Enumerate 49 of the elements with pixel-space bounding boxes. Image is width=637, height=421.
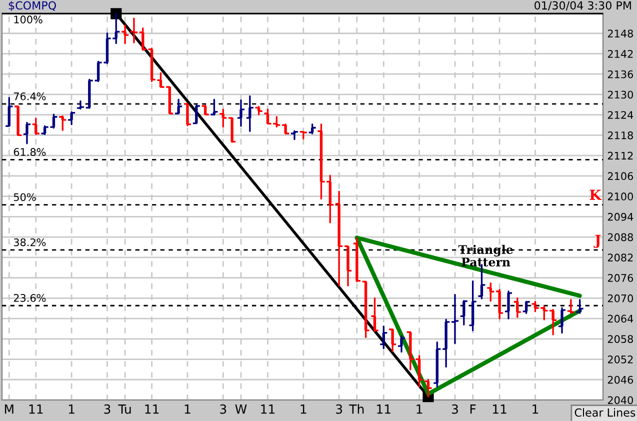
annotation: 100% <box>14 16 42 24</box>
y-tick-label: 2040 <box>608 396 633 404</box>
x-tick-label: 11 <box>492 404 506 414</box>
y-tick-label: 2106 <box>608 172 634 180</box>
chart-subtitle: 01/30/04 3:30 PM <box>534 1 631 10</box>
annotation: 61.8% <box>14 148 46 156</box>
y-tick-label: 2136 <box>608 70 634 78</box>
y-tick-label: 2124 <box>608 111 634 119</box>
y-tick-label: 2130 <box>608 90 633 99</box>
x-tick-label: 11 <box>377 404 390 414</box>
annotation: 38.2% <box>14 238 46 246</box>
x-tick-label: 11 <box>261 404 275 414</box>
y-tick-label: 2070 <box>608 294 633 302</box>
y-tick-label: 2112 <box>608 152 633 160</box>
annotation: 50% <box>14 193 36 202</box>
ref-line-label: J <box>594 234 601 248</box>
annotation: 76.4% <box>14 92 46 100</box>
x-tick-label: Th <box>349 404 364 414</box>
x-tick-label: 1 <box>184 404 190 414</box>
text: Clear Lines <box>574 408 636 417</box>
x-tick-label: 3 <box>452 404 458 414</box>
x-tick-label: 1 <box>300 404 306 414</box>
y-tick-label: 2064 <box>608 314 634 323</box>
y-tick-label: 2094 <box>608 212 634 221</box>
y-tick-label: 2088 <box>608 233 633 242</box>
x-tick-label: 1 <box>68 404 74 414</box>
y-tick-label: 2142 <box>608 50 633 58</box>
x-tick-label: 11 <box>29 404 43 414</box>
x-tick-label: Tu <box>118 404 131 414</box>
annotation: 23.6% <box>14 294 46 302</box>
x-tick-label: 3 <box>104 404 110 414</box>
x-tick-label: W <box>235 404 247 414</box>
x-tick-label: 1 <box>532 404 538 414</box>
y-tick-label: 2076 <box>608 274 634 282</box>
y-tick-label: 2052 <box>608 355 633 364</box>
y-tick-label: 2058 <box>608 335 633 343</box>
x-tick-label: 3 <box>220 404 226 414</box>
y-tick-label: 2118 <box>608 131 633 140</box>
x-tick-label: M <box>4 404 14 414</box>
x-tick-label: 1 <box>416 404 422 414</box>
y-tick-label: 2046 <box>608 376 634 384</box>
x-tick-label: 3 <box>336 404 342 414</box>
ref-line-label: K <box>590 190 602 200</box>
y-tick-label: 2100 <box>608 192 633 200</box>
x-tick-label: 11 <box>145 404 159 414</box>
y-tick-label: 2082 <box>608 254 633 262</box>
x-tick-label: F <box>470 404 476 414</box>
y-tick-label: 2148 <box>608 30 633 38</box>
chart-title: $COMPQ <box>8 1 56 12</box>
